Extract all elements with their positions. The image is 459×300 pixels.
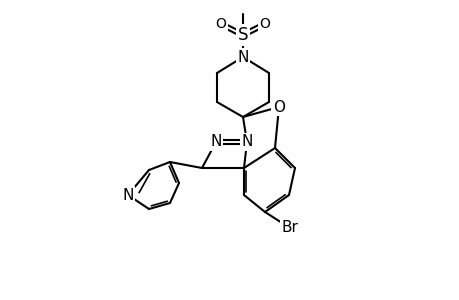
Text: N: N — [122, 188, 134, 202]
Text: N: N — [241, 134, 252, 149]
Text: O: O — [215, 17, 226, 31]
Text: S: S — [237, 26, 248, 44]
Text: O: O — [272, 100, 285, 115]
Text: O: O — [259, 17, 270, 31]
Text: N: N — [210, 134, 221, 149]
Text: N: N — [237, 50, 248, 64]
Text: Br: Br — [281, 220, 298, 236]
